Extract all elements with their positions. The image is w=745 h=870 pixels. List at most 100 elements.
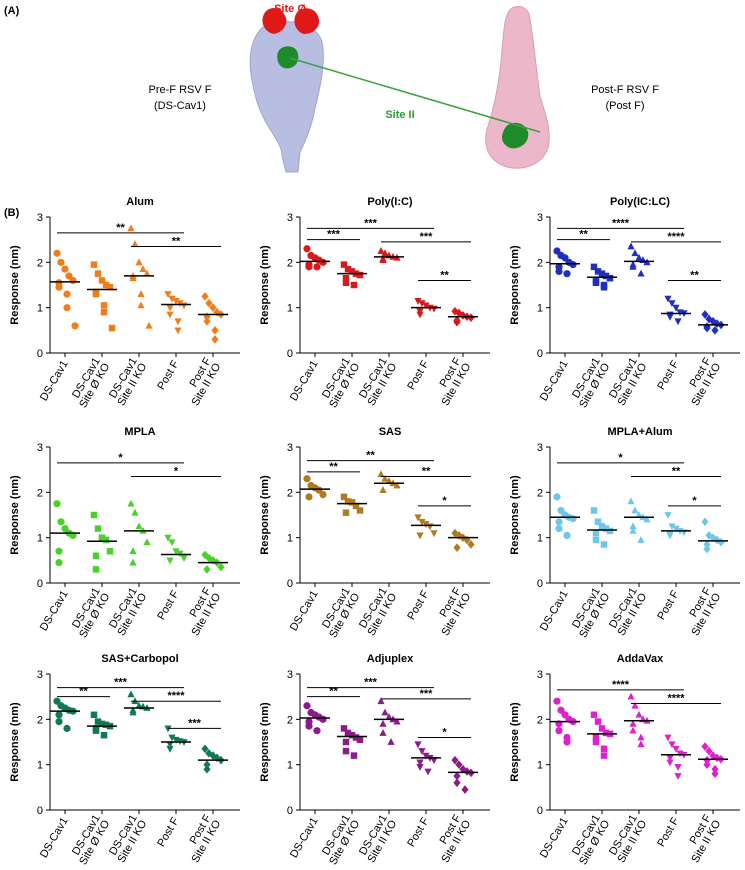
x-tick-label: Post F [155, 358, 181, 392]
site-zero-patch [294, 8, 320, 34]
site-zero-label: Site Ø [274, 3, 306, 15]
y-tick-label: 0 [287, 805, 293, 817]
data-point [172, 548, 180, 556]
data-point [377, 247, 385, 254]
y-tick-label: 0 [537, 805, 543, 817]
data-point [55, 718, 63, 726]
data-point [344, 729, 352, 737]
data-point [563, 531, 571, 540]
data-point [600, 541, 608, 548]
y-tick-label: 0 [537, 578, 543, 590]
data-point [709, 751, 717, 760]
data-point [100, 302, 108, 309]
data-point [166, 741, 174, 749]
data-point [53, 500, 61, 508]
data-point [672, 745, 680, 753]
data-point [600, 752, 608, 759]
data-point [631, 701, 639, 709]
x-tick-label: Post F [405, 815, 431, 849]
data-point [553, 493, 561, 501]
y-tick-label: 0 [37, 348, 43, 360]
significance-label: ** [79, 686, 88, 698]
data-point [137, 290, 145, 297]
data-point [55, 711, 63, 719]
data-point [168, 295, 176, 303]
significance-label: ** [422, 465, 431, 477]
data-point [102, 721, 110, 729]
y-tick-label: 2 [287, 257, 293, 269]
y-tick-label: 3 [287, 442, 293, 454]
data-point [637, 733, 645, 741]
data-point [701, 517, 709, 527]
data-point [379, 256, 387, 263]
data-point [385, 713, 393, 720]
data-point [143, 538, 151, 546]
data-point [381, 708, 389, 716]
significance-label: * [174, 465, 179, 477]
data-point [594, 718, 602, 725]
chart-title: AddaVax [617, 653, 664, 665]
x-tick-label: DS-Cav1 [288, 359, 321, 404]
data-point [666, 313, 674, 321]
data-point [129, 558, 137, 566]
data-point [342, 747, 350, 755]
y-axis-label: Response (nm) [259, 475, 271, 555]
data-point [666, 532, 674, 540]
significance-label: * [442, 495, 447, 507]
data-point [711, 769, 719, 779]
data-point [422, 521, 430, 529]
y-tick-label: 1 [37, 533, 43, 545]
x-tick-label: Post F [405, 588, 431, 622]
data-point [352, 502, 360, 510]
data-point [416, 311, 424, 319]
significance-label: *** [364, 677, 378, 689]
data-point [668, 300, 676, 308]
data-point [352, 734, 360, 741]
data-point [201, 744, 209, 754]
significance-label: ** [172, 235, 181, 247]
data-point [379, 486, 387, 493]
data-point [414, 297, 422, 305]
data-point [348, 499, 356, 506]
data-point [69, 276, 77, 285]
data-point [342, 279, 350, 286]
data-point [61, 265, 69, 273]
significance-label: *** [420, 688, 434, 700]
data-point [205, 298, 213, 308]
y-axis-label: Response (nm) [259, 245, 271, 325]
y-tick-label: 2 [537, 257, 543, 269]
data-point [166, 745, 174, 753]
data-point [705, 746, 713, 756]
data-point [106, 284, 114, 291]
x-tick-label: DS-Cav1 [38, 359, 71, 404]
data-point [555, 518, 563, 526]
data-point [342, 738, 350, 746]
y-tick-label: 3 [537, 669, 543, 681]
significance-label: ** [579, 229, 588, 241]
data-point [106, 548, 114, 555]
y-tick-label: 1 [37, 760, 43, 772]
y-tick-label: 3 [287, 212, 293, 224]
data-point [602, 525, 610, 532]
pre-f-structure [249, 8, 324, 173]
data-point [129, 708, 137, 716]
data-point [701, 310, 709, 319]
significance-label: **** [167, 690, 185, 702]
chart-title: Poly(I:C) [367, 196, 413, 208]
x-tick-label: DS-Cav1 [538, 816, 571, 861]
chart-title: MPLA+Alum [607, 426, 672, 438]
data-point [713, 753, 721, 763]
data-point [387, 738, 395, 745]
data-point [108, 324, 116, 332]
site-two-patch [502, 122, 529, 149]
data-point [63, 724, 71, 733]
data-point [674, 773, 682, 780]
data-point [139, 265, 147, 273]
significance-label: **** [612, 217, 630, 229]
data-point [418, 300, 426, 308]
data-point [168, 734, 176, 742]
data-point [703, 544, 711, 554]
significance-label: ** [366, 450, 375, 462]
data-point [55, 283, 63, 291]
y-tick-label: 2 [287, 487, 293, 499]
